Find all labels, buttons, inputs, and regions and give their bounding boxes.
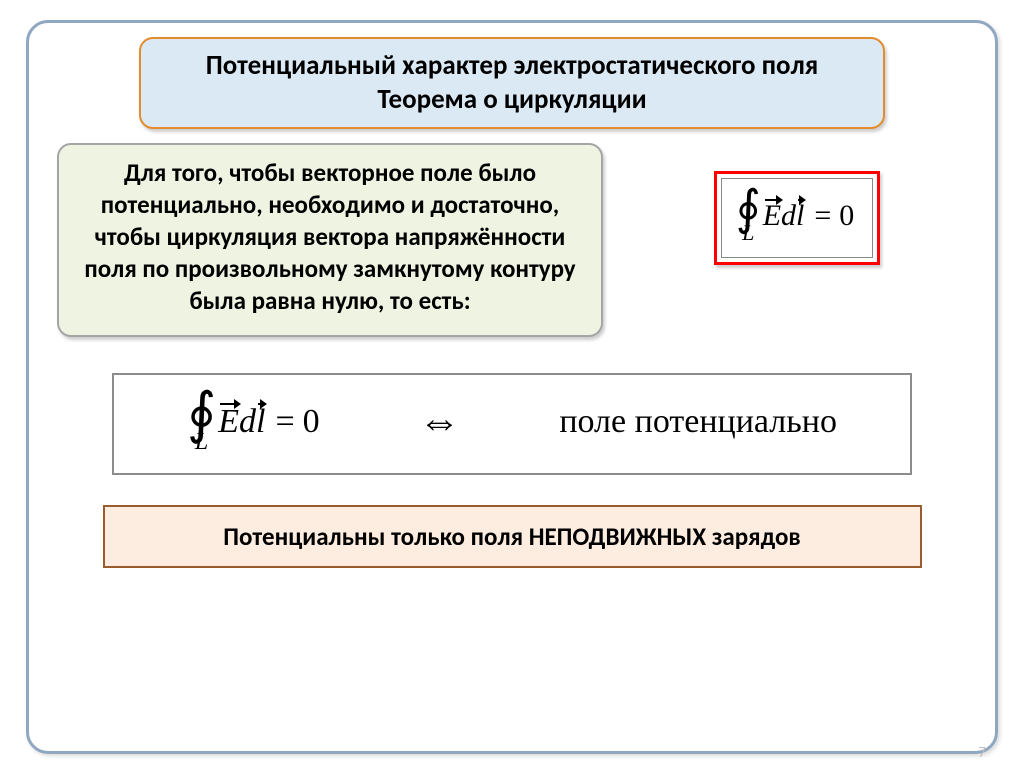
integrand: Edl	[218, 403, 265, 441]
title-line-1: Потенциальный характер электростатическо…	[159, 49, 865, 83]
title-box: Потенциальный характер электростатическо…	[139, 37, 885, 129]
slide: Потенциальный характер электростатическо…	[0, 0, 1024, 768]
formula-box-inner: ∮ L Edl = 0	[721, 178, 874, 259]
page-number: 7	[978, 744, 986, 762]
circulation-integral-large: ∮ L Edl = 0	[187, 393, 320, 451]
title-line-2: Теорема о циркуляции	[159, 83, 865, 117]
definition-box: Для того, чтобы векторное поле было поте…	[57, 143, 603, 337]
formula-cell: ∮ L Edl = 0	[627, 143, 967, 266]
conclusion-emph: НЕПОДВИЖНЫХ	[529, 521, 706, 552]
formula-box-outer: ∮ L Edl = 0	[714, 171, 881, 266]
iff-icon: ⇔	[418, 398, 460, 446]
oint-icon: ∮ L	[187, 393, 216, 451]
slide-frame: Потенциальный характер электростатическо…	[26, 20, 998, 754]
potential-label: поле потенциально	[559, 403, 837, 441]
conclusion-pre: Потенциальны только поля	[223, 521, 528, 552]
definition-text: Для того, чтобы векторное поле было поте…	[84, 157, 575, 316]
oint-icon: ∮ L	[736, 191, 761, 242]
integrand: Edl	[763, 199, 805, 233]
equivalence-box: ∮ L Edl = 0 ⇔ поле потенциально	[112, 373, 913, 475]
circulation-integral-small: ∮ L Edl = 0	[736, 191, 855, 242]
conclusion-post: зарядов	[706, 521, 801, 552]
definition-row: Для того, чтобы векторное поле было поте…	[57, 143, 967, 337]
conclusion-box: Потенциальны только поля НЕПОДВИЖНЫХ зар…	[103, 505, 922, 568]
